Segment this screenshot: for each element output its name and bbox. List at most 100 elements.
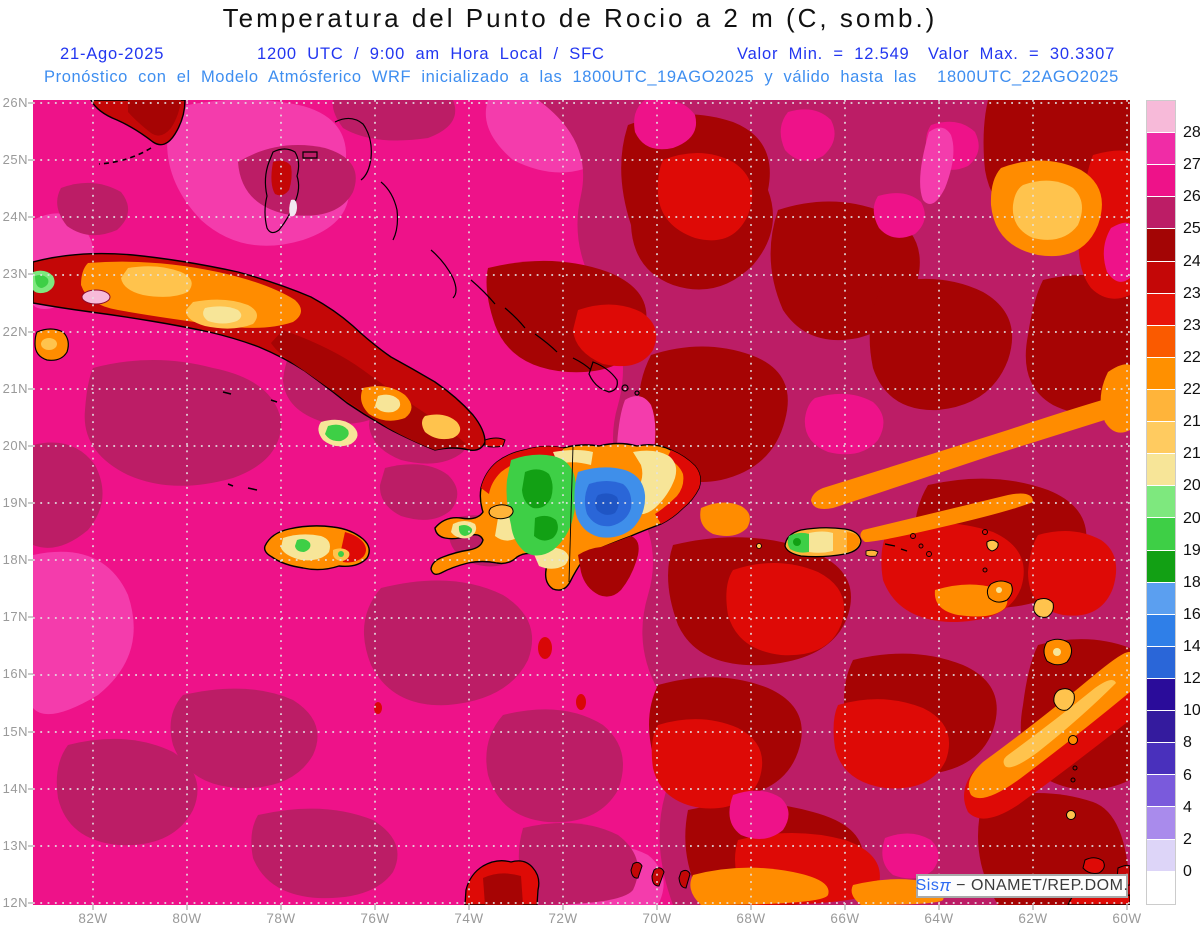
run-time-label: 1200 UTC / 9:00 am Hora Local / SFC (257, 45, 605, 63)
colorbar-label-2: 2 (1183, 830, 1192, 848)
colorbar-swatch (1147, 133, 1175, 166)
colorbar-label-20.5: 20.5 (1183, 477, 1200, 495)
watermark-separator: − (951, 877, 971, 894)
colorbar-label-21.5: 21.5 (1183, 413, 1200, 431)
dewpoint-field-graphic (33, 100, 1130, 905)
colorbar-swatch (1147, 646, 1175, 679)
colorbar-swatch (1147, 807, 1175, 840)
lat-tick (28, 844, 33, 847)
colorbar-swatch (1147, 871, 1175, 904)
lat-tick (28, 216, 33, 219)
colorbar-label-19: 19 (1183, 541, 1200, 559)
lat-tick (28, 387, 33, 390)
lon-tick (186, 905, 188, 910)
max-value-label: Valor Max. = 30.3307 (928, 45, 1116, 63)
watermark-box: Sis π − ONAMET/REP.DOM. (916, 874, 1128, 898)
colorbar-legend: 2827262524.523.52322.52221.52120.5201918… (1146, 100, 1200, 905)
lat-label-18N: 18N (2, 552, 28, 568)
lat-label-23N: 23N (2, 266, 28, 282)
lat-label-22N: 22N (2, 323, 28, 339)
pi-icon: π (939, 876, 952, 895)
lat-label-12N: 12N (2, 894, 28, 910)
lat-tick (28, 616, 33, 619)
lat-label-13N: 13N (2, 837, 28, 853)
lat-tick (28, 330, 33, 333)
lat-label-21N: 21N (2, 380, 28, 396)
colorbar-label-21: 21 (1183, 445, 1200, 463)
lon-tick (468, 905, 470, 910)
lat-label-20N: 20N (2, 437, 28, 453)
colorbar-label-28: 28 (1183, 124, 1200, 142)
colorbar-swatch (1147, 711, 1175, 744)
colorbar (1146, 100, 1176, 905)
forecast-map (33, 100, 1130, 905)
lat-tick (28, 444, 33, 447)
colorbar-label-23: 23 (1183, 316, 1200, 334)
lat-tick (28, 673, 33, 676)
lon-label-66W: 66W (830, 911, 860, 926)
colorbar-swatch (1147, 229, 1175, 262)
colorbar-swatch (1147, 775, 1175, 808)
colorbar-label-14: 14 (1183, 638, 1200, 656)
colorbar-label-23.5: 23.5 (1183, 284, 1200, 302)
lon-label-64W: 64W (924, 911, 954, 926)
colorbar-label-25: 25 (1183, 220, 1200, 238)
colorbar-swatch (1147, 422, 1175, 455)
lat-label-17N: 17N (2, 609, 28, 625)
lon-tick (656, 905, 658, 910)
colorbar-swatch (1147, 839, 1175, 872)
colorbar-label-22: 22 (1183, 381, 1200, 399)
watermark-org: ONAMET/REP.DOM. (970, 877, 1129, 894)
lon-label-78W: 78W (266, 911, 296, 926)
colorbar-swatch (1147, 293, 1175, 326)
watermark-brand: Sis (915, 877, 940, 894)
lat-label-26N: 26N (2, 95, 28, 110)
lat-tick (28, 901, 33, 904)
lon-tick (844, 905, 846, 910)
colorbar-label-20: 20 (1183, 509, 1200, 527)
colorbar-swatch (1147, 582, 1175, 615)
lat-tick (28, 102, 33, 104)
colorbar-label-6: 6 (1183, 766, 1192, 784)
colorbar-label-22.5: 22.5 (1183, 348, 1200, 366)
lat-tick (28, 159, 33, 162)
lat-label-25N: 25N (2, 152, 28, 168)
colorbar-swatch (1147, 743, 1175, 776)
lat-tick (28, 501, 33, 504)
colorbar-swatch (1147, 614, 1175, 647)
lat-tick (28, 273, 33, 276)
lat-label-16N: 16N (2, 666, 28, 682)
lat-tick (28, 730, 33, 733)
lon-label-74W: 74W (454, 911, 484, 926)
lon-label-70W: 70W (642, 911, 672, 926)
colorbar-swatch (1147, 486, 1175, 519)
colorbar-swatch (1147, 197, 1175, 230)
lat-label-15N: 15N (2, 723, 28, 739)
colorbar-swatch (1147, 518, 1175, 551)
colorbar-label-4: 4 (1183, 798, 1192, 816)
colorbar-swatch (1147, 165, 1175, 198)
lon-tick (750, 905, 752, 910)
lon-tick (562, 905, 564, 910)
colorbar-swatch (1147, 550, 1175, 583)
lon-tick (1126, 905, 1128, 910)
lat-tick (28, 559, 33, 562)
colorbar-label-10: 10 (1183, 702, 1200, 720)
lon-tick (280, 905, 282, 910)
lat-label-24N: 24N (2, 209, 28, 225)
lat-tick (28, 787, 33, 790)
colorbar-swatch (1147, 325, 1175, 358)
forecast-date: 21-Ago-2025 (60, 45, 165, 63)
colorbar-swatch (1147, 357, 1175, 390)
colorbar-label-24.5: 24.5 (1183, 252, 1200, 270)
colorbar-label-26: 26 (1183, 188, 1200, 206)
min-value-label: Valor Min. = 12.549 (737, 45, 910, 63)
colorbar-label-18: 18 (1183, 573, 1200, 591)
lon-label-62W: 62W (1018, 911, 1048, 926)
lon-label-72W: 72W (548, 911, 578, 926)
lon-tick (92, 905, 94, 910)
colorbar-label-8: 8 (1183, 734, 1192, 752)
lon-tick (1032, 905, 1034, 910)
lon-label-76W: 76W (360, 911, 390, 926)
